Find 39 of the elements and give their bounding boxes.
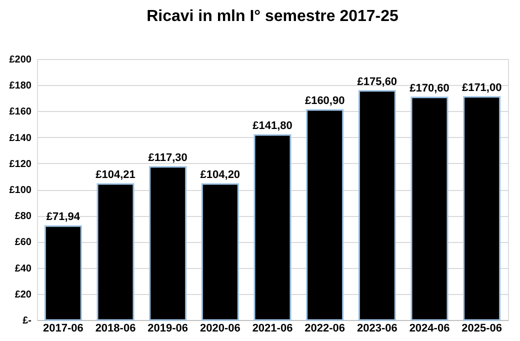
x-tick-label: 2021-06 (252, 322, 293, 334)
data-label: £171,00 (462, 82, 502, 94)
y-tick-label: £140 (9, 132, 32, 144)
x-tick-label: 2020-06 (200, 322, 240, 334)
y-tick-label: £200 (9, 54, 32, 66)
bar (358, 90, 396, 321)
bar (149, 166, 187, 321)
y-tick-label: £- (22, 316, 32, 326)
x-tick-label: 2022-06 (304, 322, 346, 334)
bar (201, 183, 239, 321)
y-tick-label: £120 (9, 158, 32, 170)
data-label: £104,21 (96, 169, 136, 182)
data-label: £160,90 (304, 95, 345, 108)
bar (96, 183, 134, 321)
bar (254, 134, 292, 321)
x-tick-label: 2019-06 (148, 322, 188, 334)
data-label: £71,94 (46, 211, 81, 224)
y-tick-label: £60 (14, 237, 32, 248)
bar (410, 96, 448, 321)
y-tick-label: £80 (14, 211, 32, 222)
data-label: £141,80 (252, 120, 292, 132)
bar (44, 225, 82, 321)
bar (463, 96, 501, 321)
x-tick-label: 2023-06 (356, 322, 398, 334)
x-tick-label: 2017-06 (42, 322, 84, 334)
y-tick-label: £160 (9, 106, 32, 118)
y-tick-label: £20 (14, 289, 32, 300)
data-label: £117,30 (148, 152, 188, 164)
y-tick-label: £100 (9, 185, 32, 196)
bar (306, 109, 344, 321)
y-tick-label: £40 (14, 263, 32, 274)
y-tick-label: £180 (9, 80, 32, 92)
x-tick-label: 2024-06 (409, 322, 450, 334)
data-label: £104,20 (200, 169, 240, 182)
x-tick-label: 2018-06 (95, 322, 136, 334)
x-tick-label: 2025-06 (462, 322, 502, 334)
chart-title: Ricavi in mln I° semestre 2017-25 (146, 8, 399, 25)
data-label: £175,60 (357, 76, 398, 88)
data-label: £170,60 (410, 82, 450, 94)
